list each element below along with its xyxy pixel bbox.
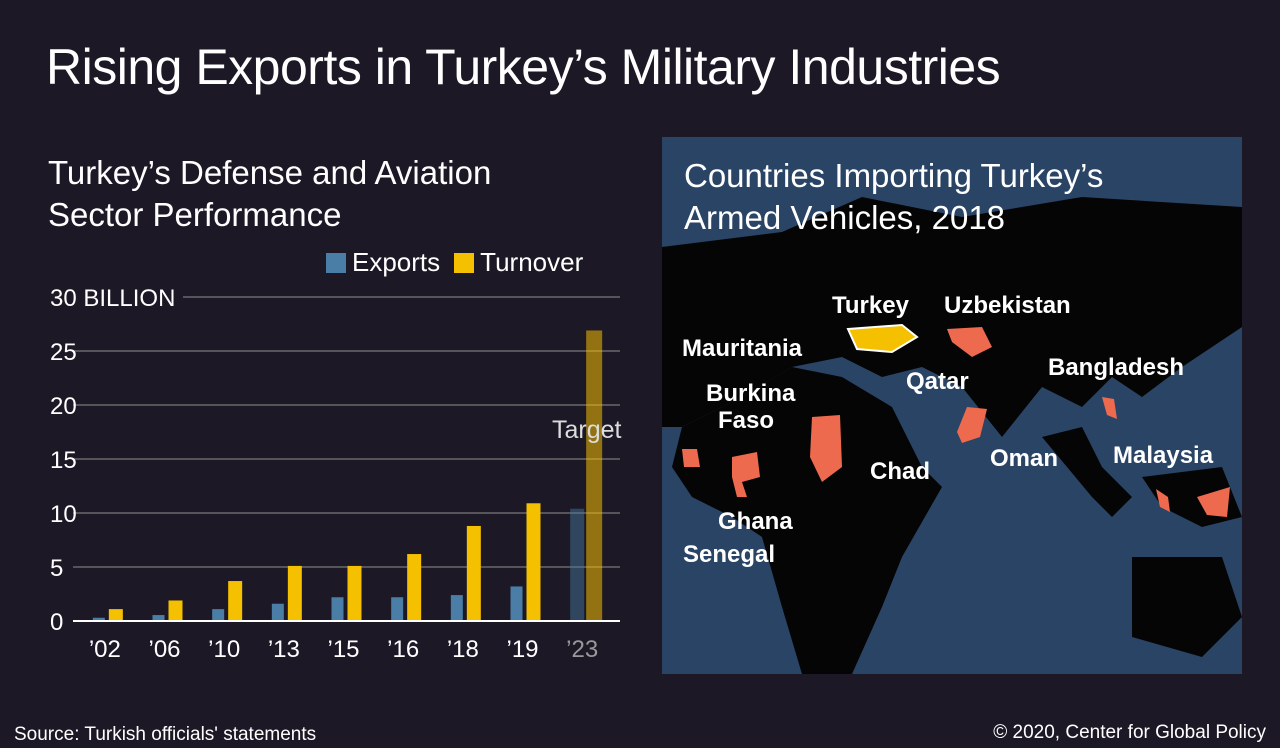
label-burkina-faso: Burkina Faso xyxy=(706,380,796,434)
x-tick-label: ’19 xyxy=(506,636,538,663)
copyright: © 2020, Center for Global Policy xyxy=(993,722,1266,743)
x-tick-label: ’23 xyxy=(566,636,598,663)
bar-turnover xyxy=(168,600,183,621)
label-mauritania: Mauritania xyxy=(682,335,803,362)
y-tick-label: 30 BILLION xyxy=(50,285,175,312)
map-title-line: Armed Vehicles, 2018 xyxy=(684,199,1006,236)
bar-exports xyxy=(152,615,165,621)
bar-turnover xyxy=(228,581,243,621)
y-tick-label: 5 xyxy=(50,555,63,582)
source-note: Source: Turkish officials' statements xyxy=(14,724,317,745)
x-tick-label: ’02 xyxy=(89,636,121,663)
x-tick-label: ’15 xyxy=(327,636,359,663)
label-malaysia: Malaysia xyxy=(1113,442,1214,469)
chart-title-line: Turkey’s Defense and Aviation xyxy=(48,154,492,191)
label-turkey: Turkey xyxy=(832,292,909,319)
chart-title: Turkey’s Defense and Aviation Sector Per… xyxy=(48,152,491,236)
label-ghana: Ghana xyxy=(718,508,793,535)
label-chad: Chad xyxy=(870,458,930,485)
x-tick-label: ’13 xyxy=(268,636,300,663)
y-tick-label: 0 xyxy=(50,609,63,636)
bar-exports xyxy=(570,508,585,621)
legend-exports: Exports xyxy=(326,247,440,278)
y-tick-label: 10 xyxy=(50,501,77,528)
bar-exports xyxy=(450,595,463,621)
bar-exports xyxy=(92,617,105,621)
bar-exports xyxy=(391,597,404,621)
chart-title-line: Sector Performance xyxy=(48,196,342,233)
x-tick-label: ’10 xyxy=(208,636,240,663)
bar-turnover xyxy=(347,565,362,621)
legend: Exports Turnover xyxy=(326,247,583,278)
map xyxy=(662,137,1242,674)
bar-turnover xyxy=(466,525,481,621)
label-senegal: Senegal xyxy=(683,541,776,568)
label-qatar: Qatar xyxy=(906,368,969,395)
turkey-shape xyxy=(846,323,919,354)
label-bangladesh: Bangladesh xyxy=(1048,354,1185,381)
bar-chart: 0 5 10 15 20 25 30 BILLION ’02 ’06 ’10 ’13 ’15 ’16 ’1… xyxy=(50,285,622,663)
bar-exports xyxy=(212,609,225,621)
world-map xyxy=(662,197,1242,674)
label-oman: Oman xyxy=(990,445,1059,472)
bar-turnover xyxy=(586,330,603,621)
target-annotation: Target xyxy=(552,416,622,444)
bar-turnover xyxy=(407,554,422,621)
y-tick-label: 20 xyxy=(50,393,77,420)
bar-turnover xyxy=(108,609,123,621)
y-tick-label: 15 xyxy=(50,447,77,474)
x-tick-label: ’18 xyxy=(447,636,479,663)
page-title: Rising Exports in Turkey’s Military Indu… xyxy=(46,39,1001,95)
bar-turnover xyxy=(526,503,541,621)
x-tick-label: ’06 xyxy=(148,636,180,663)
bar-exports xyxy=(331,597,344,621)
map-title: Countries Importing Turkey’s Armed Vehic… xyxy=(684,155,1103,239)
y-tick-label: 25 xyxy=(50,339,77,366)
bar-turnover xyxy=(287,565,302,621)
legend-turnover: Turnover xyxy=(454,247,583,278)
bar-exports xyxy=(271,603,284,621)
label-uzbekistan: Uzbekistan xyxy=(944,292,1071,319)
x-tick-label: ’16 xyxy=(387,636,419,663)
bar-exports xyxy=(510,586,523,621)
map-title-line: Countries Importing Turkey’s xyxy=(684,157,1104,194)
